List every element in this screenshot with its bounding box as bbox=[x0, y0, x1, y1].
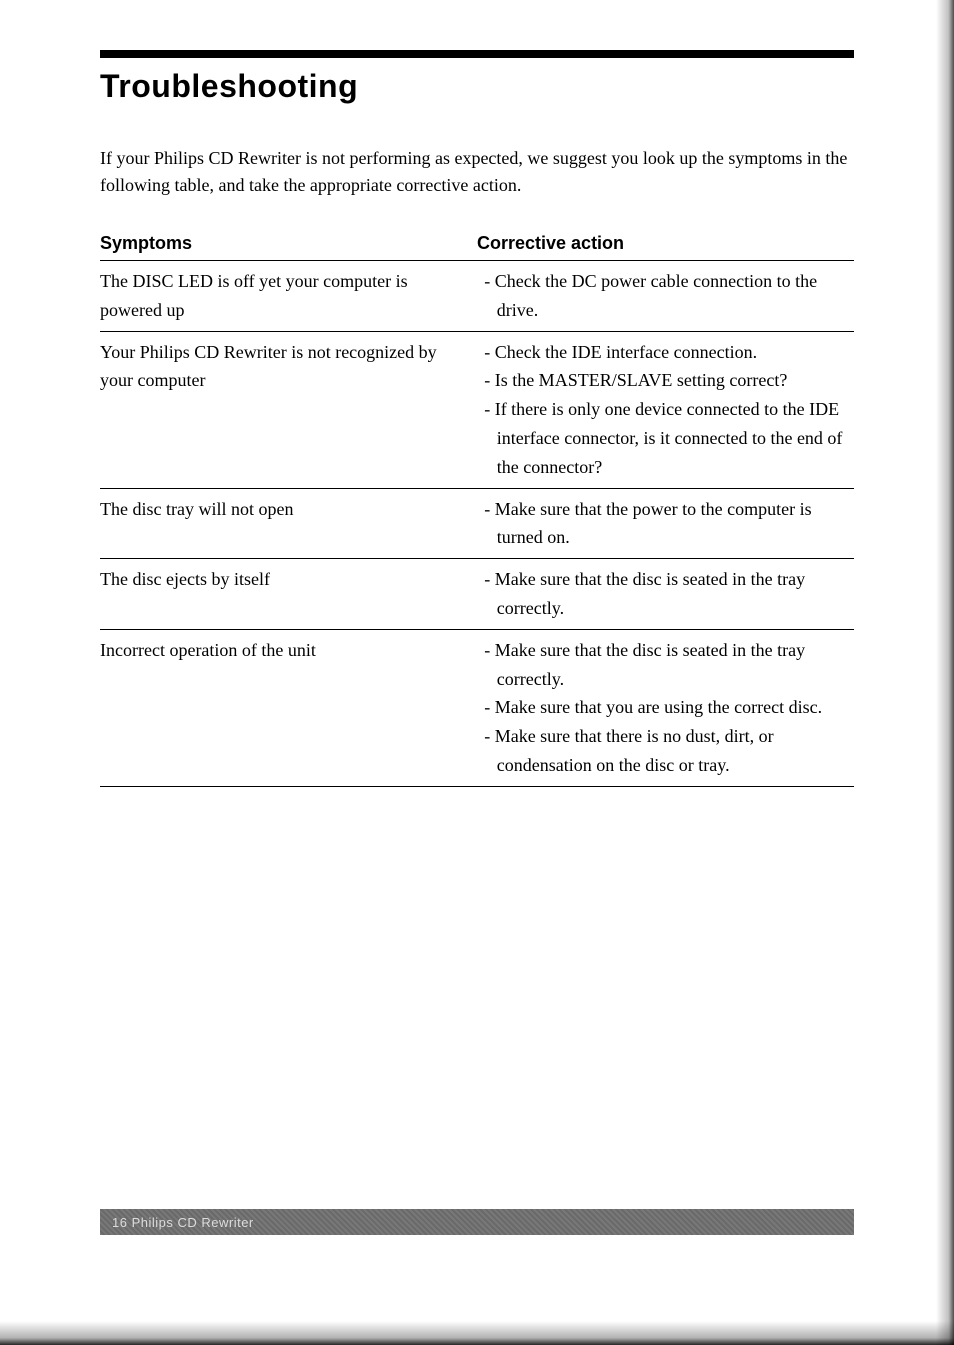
page-title: Troubleshooting bbox=[100, 68, 854, 105]
top-rule bbox=[100, 50, 854, 58]
action-cell: - Make sure that the disc is seated in t… bbox=[477, 629, 854, 786]
action-item: - Make sure that you are using the corre… bbox=[477, 693, 846, 722]
action-cell: - Check the IDE interface connection. - … bbox=[477, 331, 854, 488]
header-action: Corrective action bbox=[477, 229, 854, 261]
action-item: - Is the MASTER/SLAVE setting correct? bbox=[477, 366, 846, 395]
footer-bar: 16 Philips CD Rewriter bbox=[100, 1209, 854, 1235]
footer-text: 16 Philips CD Rewriter bbox=[112, 1215, 254, 1230]
action-cell: - Make sure that the disc is seated in t… bbox=[477, 559, 854, 630]
action-cell: - Make sure that the power to the comput… bbox=[477, 488, 854, 559]
symptom-cell: The disc ejects by itself bbox=[100, 559, 477, 630]
table-row: The DISC LED is off yet your computer is… bbox=[100, 261, 854, 332]
action-item: - Make sure that the disc is seated in t… bbox=[477, 565, 846, 623]
troubleshooting-table: Symptoms Corrective action The DISC LED … bbox=[100, 229, 854, 787]
table-row: The disc ejects by itself - Make sure th… bbox=[100, 559, 854, 630]
action-item: - Make sure that the disc is seated in t… bbox=[477, 636, 846, 694]
symptom-cell: The disc tray will not open bbox=[100, 488, 477, 559]
intro-paragraph: If your Philips CD Rewriter is not perfo… bbox=[100, 145, 854, 199]
action-item: - Check the IDE interface connection. bbox=[477, 338, 846, 367]
action-cell: - Check the DC power cable connection to… bbox=[477, 261, 854, 332]
table-row: Incorrect operation of the unit - Make s… bbox=[100, 629, 854, 786]
symptom-cell: Your Philips CD Rewriter is not recogniz… bbox=[100, 331, 477, 488]
symptom-cell: Incorrect operation of the unit bbox=[100, 629, 477, 786]
action-item: - Check the DC power cable connection to… bbox=[477, 267, 846, 325]
action-item: - If there is only one device connected … bbox=[477, 395, 846, 481]
action-item: - Make sure that there is no dust, dirt,… bbox=[477, 722, 846, 780]
table-row: Your Philips CD Rewriter is not recogniz… bbox=[100, 331, 854, 488]
symptom-cell: The DISC LED is off yet your computer is… bbox=[100, 261, 477, 332]
action-item: - Make sure that the power to the comput… bbox=[477, 495, 846, 553]
page: Troubleshooting If your Philips CD Rewri… bbox=[0, 0, 954, 1345]
table-row: The disc tray will not open - Make sure … bbox=[100, 488, 854, 559]
header-symptoms: Symptoms bbox=[100, 229, 477, 261]
